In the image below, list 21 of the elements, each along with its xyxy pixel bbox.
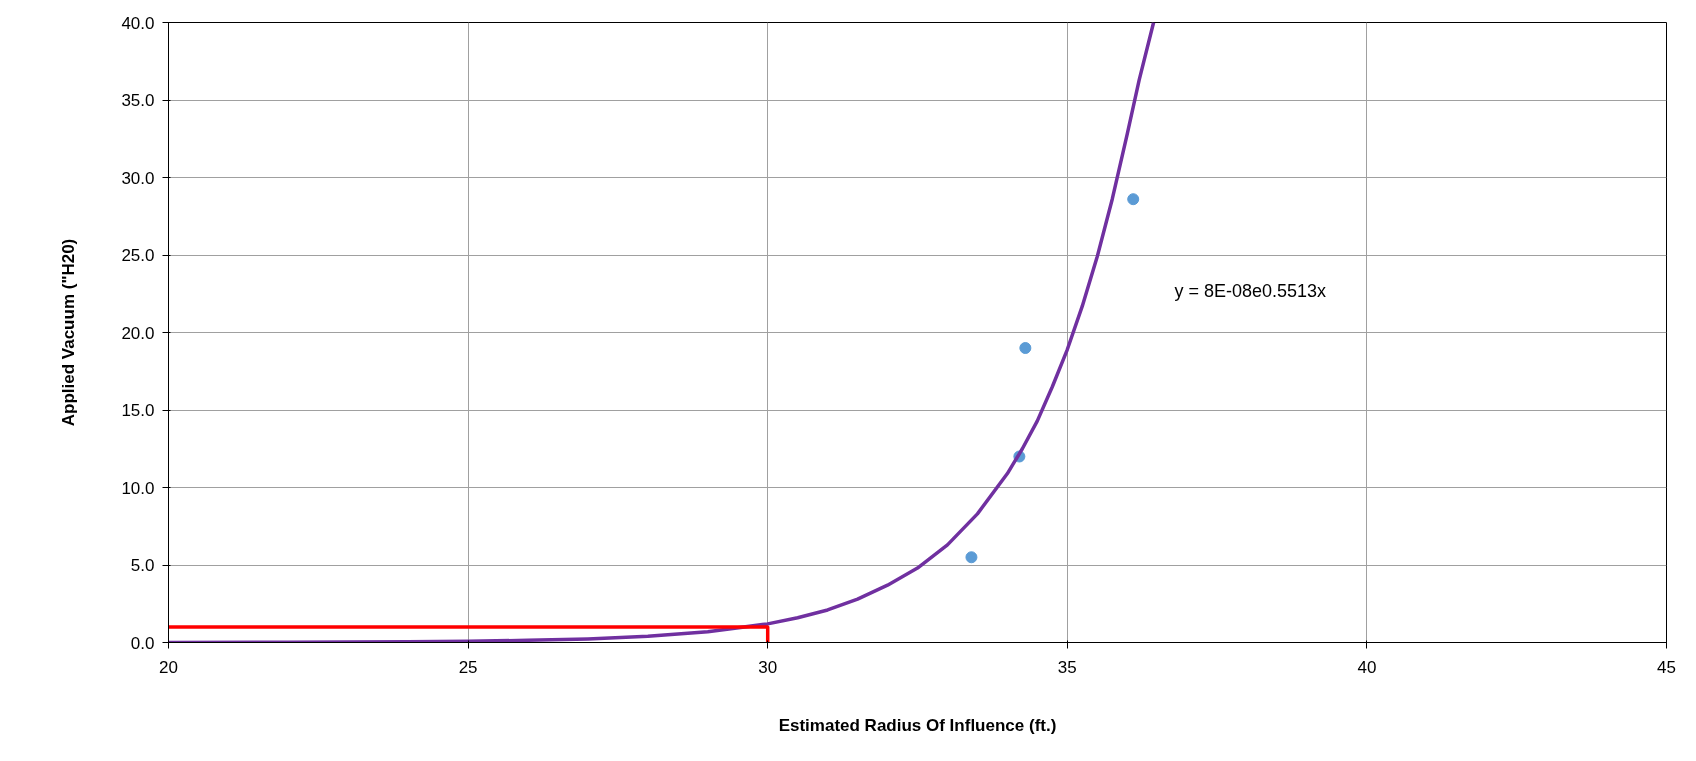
y-tick-label: 20.0 [121, 323, 155, 343]
point [965, 551, 978, 564]
x-axis-title: Estimated Radius Of Influence (ft.) [778, 715, 1057, 735]
y-tick-label: 35.0 [121, 91, 155, 110]
y-tick-label: 10.0 [121, 478, 155, 498]
x-tick-label: 20 [159, 657, 178, 677]
y-tick-label: 15.0 [121, 401, 155, 420]
y-tick-label: 5.0 [130, 556, 155, 575]
x-tick-label: 25 [458, 657, 478, 677]
x-tick-label: 35 [1057, 657, 1077, 677]
y-tick-label: 0.0 [130, 633, 155, 653]
y-axis-title: Applied Vacuum ("H20) [59, 238, 79, 427]
y-tick-label: 30.0 [121, 168, 155, 188]
annotation: y = 8E-08e0.5513x [1174, 280, 1327, 301]
point [1127, 193, 1140, 206]
y-tick-label: 25.0 [121, 246, 155, 265]
point [1019, 342, 1032, 354]
y-tick-label: 40.0 [121, 13, 155, 33]
x-tick-label: 30 [758, 657, 778, 677]
x-tick-label: 45 [1657, 657, 1676, 677]
x-tick-label: 40 [1357, 657, 1377, 677]
